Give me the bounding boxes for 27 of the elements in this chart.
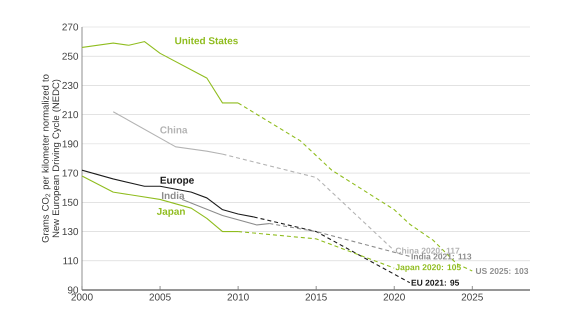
y-tick-label: 110: [63, 257, 78, 264]
annotation: US 2025: 103: [476, 268, 528, 274]
x-tick-label: 2000: [71, 294, 93, 301]
series-label: China: [160, 126, 188, 134]
series-label: Japan 2020: 105: [396, 264, 461, 272]
x-tick-label: 2010: [228, 294, 249, 301]
x-tick-label: 2020: [384, 294, 405, 301]
series-label: India 2021: 113: [412, 253, 472, 260]
series-label: Europe: [160, 176, 194, 186]
series-label: China 2020: 117: [396, 247, 460, 254]
x-tick-label: 2005: [149, 294, 171, 301]
y-tick-label: 130: [62, 228, 78, 236]
series-label: EU 2021: 95: [412, 280, 460, 286]
x-tick-label: 2015: [306, 294, 327, 301]
y-tick-label: 150: [62, 198, 78, 206]
x-tick-label: 2025: [462, 294, 483, 301]
y-axis-title: Grams CO$_{2}$ per kilometer normalized to New European Driving Cycle (NEDC): [42, 74, 62, 242]
y-tick-label: 210: [62, 111, 78, 118]
y-tick-label: 250: [62, 52, 78, 60]
series-label: Japan: [156, 208, 185, 217]
y-tick-label: 270: [62, 23, 78, 31]
series-label: United States: [175, 36, 238, 44]
y-tick-label: 90: [68, 286, 78, 294]
y-tick-label: 170: [62, 170, 78, 177]
y-tick-label: 230: [62, 82, 78, 89]
y-tick-label: 190: [62, 140, 78, 148]
series-label: India: [162, 192, 185, 200]
